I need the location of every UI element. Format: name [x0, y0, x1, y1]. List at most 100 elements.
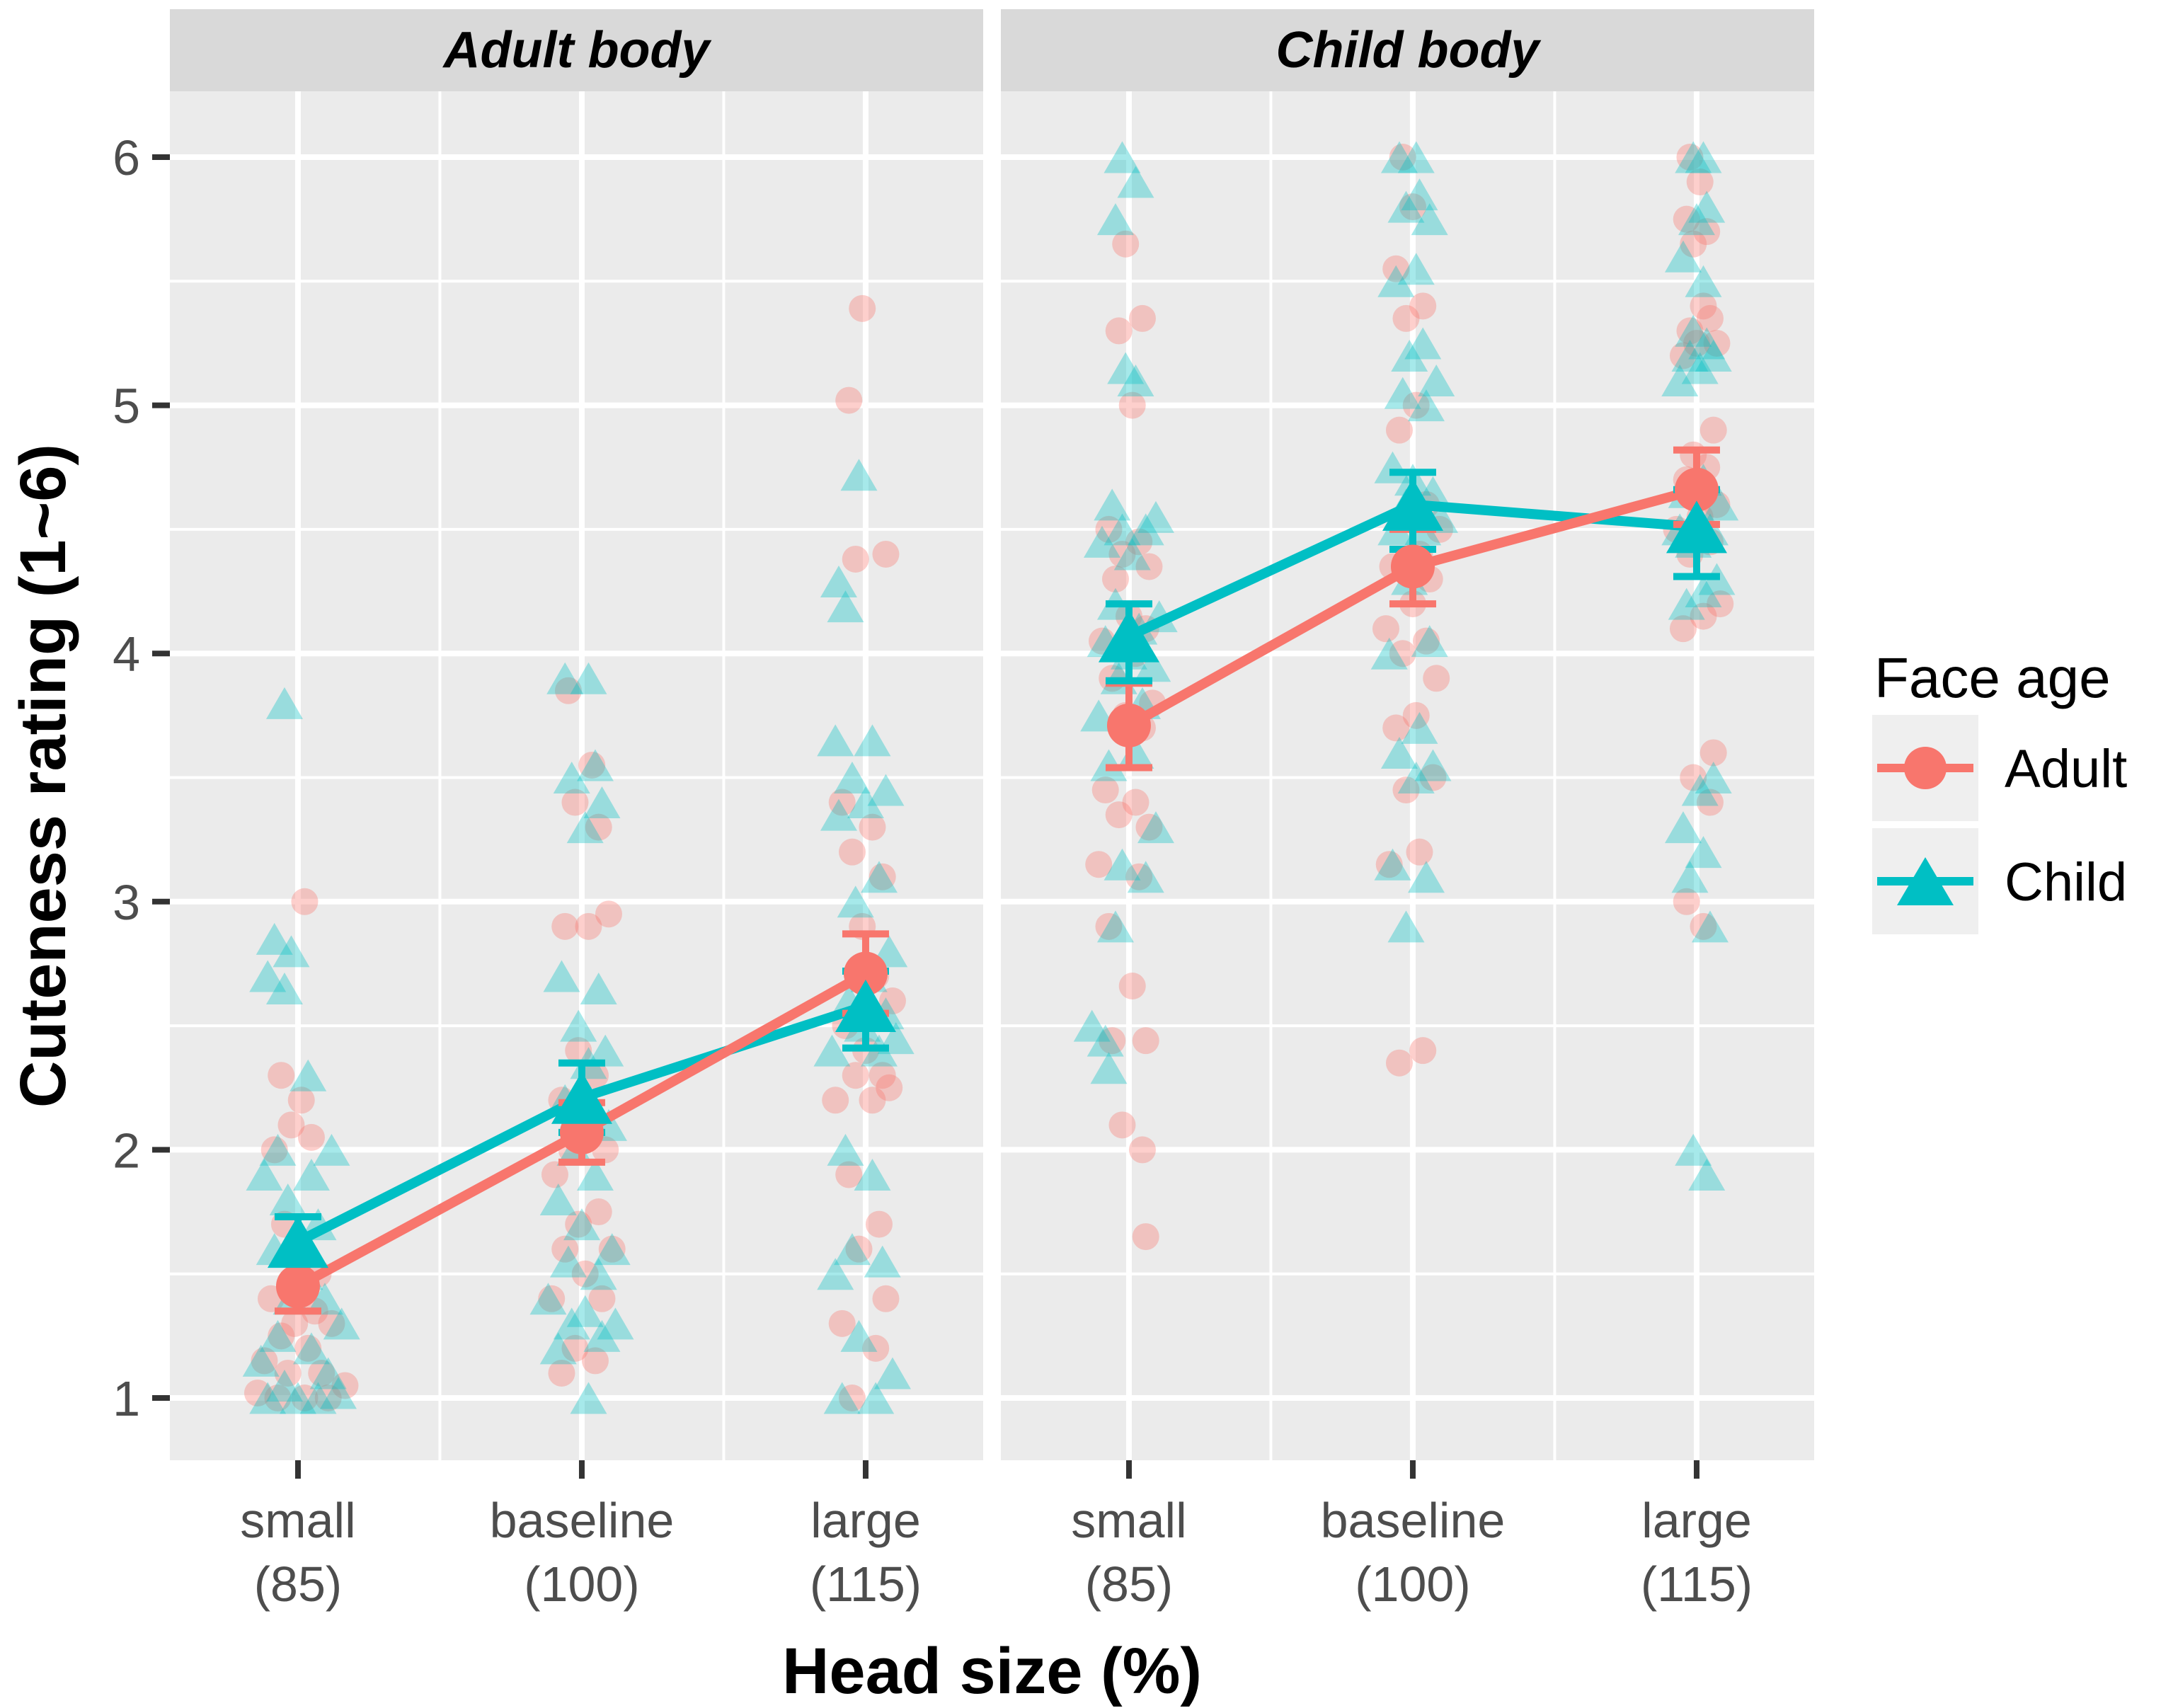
jitter-point-child	[583, 786, 621, 819]
jitter-point-child	[1397, 253, 1435, 285]
jitter-point-adult	[1132, 1027, 1159, 1055]
jitter-point-child	[259, 1319, 297, 1352]
x-axis-title: Head size (%)	[782, 1635, 1202, 1707]
jitter-point-child	[1384, 377, 1421, 409]
mean-symbol-child	[1098, 609, 1159, 663]
jitter-point-child	[1401, 178, 1438, 211]
jitter-point-child	[570, 1382, 607, 1414]
jitter-point-child	[1137, 811, 1174, 844]
jitter-point-adult	[268, 1322, 295, 1350]
jitter-point-adult	[243, 1379, 271, 1406]
x-tick-label-line2: (100)	[1355, 1557, 1470, 1612]
jitter-point-child	[873, 1357, 911, 1389]
jitter-point-child	[1113, 538, 1151, 571]
jitter-point-child	[1414, 749, 1452, 781]
jitter-point-child	[265, 687, 303, 719]
jitter-point-adult	[588, 1285, 616, 1312]
jitter-point-child	[1104, 513, 1141, 546]
jitter-point-adult	[538, 1285, 566, 1312]
jitter-point-adult	[822, 1087, 849, 1114]
jitter-point-child	[1104, 141, 1141, 173]
jitter-point-adult	[260, 1136, 288, 1164]
jitter-point-child	[1374, 848, 1411, 881]
jitter-point-child	[1681, 774, 1719, 806]
jitter-point-adult	[1686, 168, 1714, 196]
jitter-point-child	[1391, 339, 1428, 372]
jitter-point-child	[576, 1158, 614, 1191]
jitter-point-adult	[581, 1062, 609, 1089]
jitter-point-child	[1691, 910, 1729, 943]
jitter-point-adult	[1693, 218, 1721, 246]
jitter-point-child	[857, 1382, 895, 1414]
jitter-point-adult	[828, 789, 856, 816]
jitter-point-adult	[1406, 838, 1433, 866]
jitter-point-adult	[1680, 230, 1707, 258]
legend-key-triangle-icon	[1897, 857, 1954, 905]
jitter-point-child	[817, 724, 854, 757]
jitter-point-child	[823, 1382, 861, 1414]
jitter-point-adult	[1118, 391, 1146, 419]
jitter-point-adult	[1690, 912, 1717, 940]
jitter-point-child	[854, 724, 891, 757]
jitter-point-child	[1695, 339, 1732, 372]
jitter-point-adult	[565, 1210, 592, 1238]
jitter-point-child	[1404, 327, 1442, 360]
jitter-point-adult	[585, 1198, 612, 1226]
y-axis-title: Cuteness rating (1~6)	[7, 444, 79, 1108]
legend-item-label: Adult	[2005, 739, 2127, 799]
jitter-point-adult	[575, 912, 602, 940]
x-tick-label-line2: (115)	[810, 1557, 922, 1612]
jitter-point-adult	[1385, 416, 1413, 444]
jitter-point-child	[1377, 265, 1415, 297]
jitter-point-child	[1087, 1024, 1124, 1057]
jitter-point-child	[833, 1233, 871, 1266]
jitter-point-child	[1671, 339, 1709, 372]
jitter-point-adult	[1128, 304, 1156, 332]
x-tick-label-line1: large	[810, 1493, 921, 1548]
jitter-point-child	[1411, 625, 1448, 658]
jitter-point-child	[265, 973, 303, 1005]
jitter-point-adult	[865, 1210, 893, 1238]
jitter-point-adult	[314, 1385, 342, 1411]
jitter-point-adult	[1676, 144, 1704, 171]
jitter-point-child	[269, 1183, 306, 1216]
jitter-point-child	[847, 786, 884, 819]
jitter-point-adult	[1402, 701, 1430, 729]
jitter-point-child	[1104, 848, 1141, 881]
jitter-point-adult	[1703, 329, 1731, 357]
jitter-point-adult	[268, 1062, 295, 1089]
facet-strip	[170, 9, 983, 91]
jitter-point-adult	[1389, 144, 1416, 171]
mean-symbol-adult	[1674, 467, 1719, 512]
facet-strip-label: Child body	[1276, 22, 1542, 79]
jitter-point-adult	[554, 677, 582, 704]
jitter-point-child	[1675, 1133, 1712, 1166]
x-tick-label-line1: small	[240, 1493, 355, 1548]
jitter-point-child	[1107, 352, 1145, 384]
jitter-point-child	[553, 1307, 590, 1340]
jitter-point-child	[837, 885, 874, 918]
jitter-point-adult	[845, 1235, 873, 1263]
jitter-point-child	[279, 1382, 316, 1414]
mean-symbol-adult	[1390, 544, 1435, 589]
jitter-point-adult	[1683, 329, 1710, 357]
jitter-point-child	[1127, 513, 1164, 546]
jitter-point-adult	[869, 1062, 896, 1089]
jitter-point-child	[840, 1319, 878, 1352]
jitter-point-adult	[287, 1087, 315, 1114]
jitter-point-adult	[551, 1235, 579, 1263]
jitter-point-child	[1380, 141, 1418, 173]
jitter-point-adult	[294, 1334, 322, 1362]
jitter-point-child	[1096, 910, 1134, 943]
jitter-point-adult	[1680, 764, 1707, 791]
jitter-point-child	[1685, 141, 1722, 173]
jitter-point-adult	[1412, 627, 1440, 655]
jitter-point-adult	[1372, 615, 1399, 643]
jitter-point-adult	[541, 1161, 568, 1188]
jitter-point-adult	[1392, 776, 1420, 804]
mean-symbol-child	[267, 1215, 328, 1268]
jitter-point-child	[543, 960, 580, 992]
jitter-point-adult	[251, 1347, 278, 1375]
mean-symbol-adult	[843, 951, 888, 996]
